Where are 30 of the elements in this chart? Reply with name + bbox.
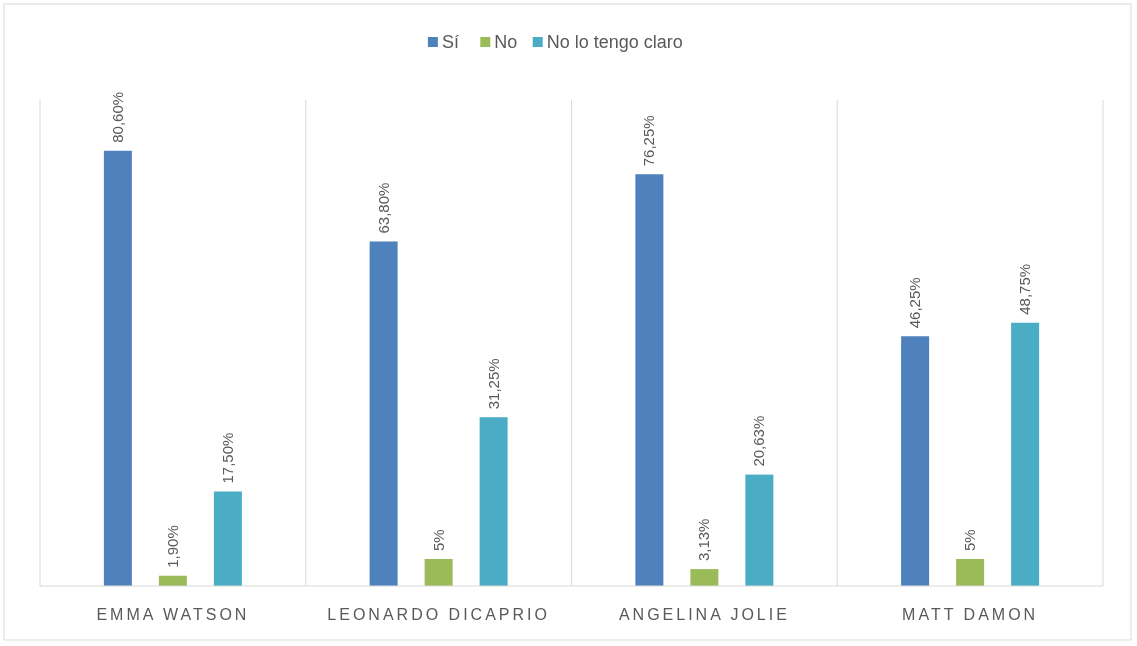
data-label: 17,50%: [218, 432, 236, 484]
bar: [103, 150, 132, 586]
bar: [479, 417, 508, 586]
x-tick-label: LEONARDO DICAPRIO: [327, 606, 550, 623]
data-label: 63,80%: [374, 182, 392, 234]
x-tick-label: MATT DAMON: [902, 606, 1039, 623]
bar: [901, 336, 930, 586]
x-tick-label: EMMA WATSON: [96, 606, 250, 623]
bar: [956, 559, 985, 586]
bar: [690, 569, 719, 586]
bar: [424, 559, 453, 586]
bar: [635, 174, 664, 586]
bar: [369, 241, 398, 586]
data-label: 5%: [961, 529, 979, 551]
legend-label: No: [494, 32, 518, 52]
bar: [1011, 322, 1040, 586]
data-label: 80,60%: [108, 91, 126, 143]
data-label: 3,13%: [695, 518, 713, 562]
bar: [745, 474, 774, 586]
data-label: 1,90%: [163, 525, 181, 568]
data-label: 76,25%: [640, 115, 658, 167]
data-label: 5%: [429, 529, 447, 551]
data-label: 20,63%: [750, 415, 768, 467]
legend-label: Sí: [441, 32, 459, 52]
legend-label: No lo tengo claro: [546, 32, 683, 52]
data-label: 46,25%: [906, 277, 924, 329]
data-label: 48,75%: [1016, 263, 1034, 315]
bar: [213, 491, 242, 586]
data-label: 31,25%: [484, 358, 502, 410]
x-tick-label: ANGELINA JOLIE: [618, 606, 790, 623]
